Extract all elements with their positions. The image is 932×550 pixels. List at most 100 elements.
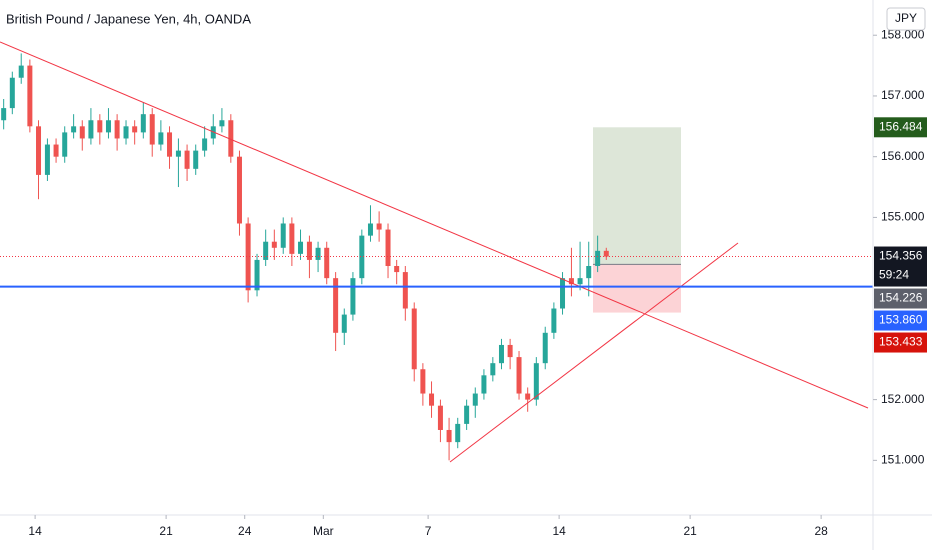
candle-body xyxy=(158,132,164,145)
candle-body xyxy=(254,259,260,291)
candle-body xyxy=(18,65,24,78)
candle-body xyxy=(298,241,304,254)
candle-body xyxy=(367,223,373,236)
candle-body xyxy=(472,393,478,406)
candle-body xyxy=(498,344,504,364)
x-tick-label: 21 xyxy=(159,524,173,538)
candle-body xyxy=(228,120,234,157)
candle-body xyxy=(105,120,111,133)
candle-body xyxy=(411,308,417,370)
candle-body xyxy=(44,144,50,175)
candle-body xyxy=(88,120,94,139)
x-tick-label: 14 xyxy=(552,524,566,538)
candle-body xyxy=(79,126,85,139)
candle-body xyxy=(62,132,68,157)
candle-body xyxy=(53,144,59,157)
candle-body xyxy=(1,108,7,121)
currency-button[interactable] xyxy=(886,7,926,31)
y-tick-label: 157.000 xyxy=(881,88,925,102)
candle-body xyxy=(516,357,522,394)
trendline xyxy=(449,242,739,463)
candle-body xyxy=(446,429,452,443)
axes: 151.000 152.000 155.000 156.000 157.000 158.0… xyxy=(28,27,924,538)
y-tick-label: 158.000 xyxy=(881,27,925,41)
candle-body xyxy=(542,332,548,364)
price-label: 153.860 xyxy=(879,313,923,327)
candle-body xyxy=(568,278,574,285)
x-tick-label: 28 xyxy=(814,524,828,538)
candle-body xyxy=(149,114,155,145)
candle-body xyxy=(71,126,77,133)
candle-body xyxy=(306,241,312,260)
price-label: 154.356 xyxy=(879,249,923,263)
x-tick-label: 24 xyxy=(238,524,252,538)
candle-body xyxy=(525,393,531,400)
countdown-label: 59:24 xyxy=(879,268,909,282)
price-label-box xyxy=(874,117,927,138)
candle-body xyxy=(236,156,242,224)
price-label-box xyxy=(874,332,927,353)
candle-body xyxy=(184,150,190,169)
x-tick-label: 14 xyxy=(28,524,42,538)
candle-body xyxy=(123,126,129,139)
price-label: 153.433 xyxy=(879,335,923,349)
x-tick-label: 7 xyxy=(425,524,432,538)
candle-body xyxy=(533,363,539,400)
price-label-box xyxy=(874,246,927,287)
price-label: 154.226 xyxy=(879,291,923,305)
candle-body xyxy=(140,114,146,133)
candle-body xyxy=(263,241,269,260)
candle-body xyxy=(97,120,103,133)
candle-body xyxy=(394,266,400,273)
candle-body xyxy=(324,247,330,279)
candle-body xyxy=(402,272,408,309)
candle-body xyxy=(315,247,321,260)
y-tick-label: 151.000 xyxy=(881,453,925,467)
candle-body xyxy=(586,266,592,279)
candle-body xyxy=(27,65,33,127)
x-tick-label: 21 xyxy=(683,524,697,538)
candle-body xyxy=(132,126,138,133)
y-tick-label: 155.000 xyxy=(881,210,925,224)
candle-body xyxy=(551,308,557,333)
y-tick-label: 152.000 xyxy=(881,392,925,406)
candle-body xyxy=(481,375,487,394)
loss-zone xyxy=(593,264,681,313)
profit-zone xyxy=(593,127,681,265)
candle-body xyxy=(289,223,295,254)
price-label: 156.484 xyxy=(879,119,923,133)
y-tick-label: 156.000 xyxy=(881,149,925,163)
x-tick-label: Mar xyxy=(313,524,334,538)
candles xyxy=(1,53,609,461)
candle-body xyxy=(420,369,426,394)
candle-body xyxy=(280,223,286,248)
candle-body xyxy=(245,223,251,291)
price-label-box xyxy=(874,310,927,331)
price-label-box xyxy=(874,288,927,309)
candle-body xyxy=(114,120,120,139)
candle-body xyxy=(603,250,609,257)
candle-body xyxy=(385,229,391,267)
candle-body xyxy=(202,138,208,151)
candle-body xyxy=(271,241,277,248)
candle-body xyxy=(219,120,225,127)
candle-body xyxy=(193,150,199,169)
candle-body xyxy=(36,126,42,175)
candle-body xyxy=(429,393,435,406)
candle-body xyxy=(437,405,443,430)
currency-label[interactable]: JPY xyxy=(895,11,917,25)
candle-body xyxy=(464,405,470,424)
candle-body xyxy=(359,235,365,279)
levels xyxy=(0,256,873,288)
candle-body xyxy=(455,423,461,443)
price-labels: 156.484 154.356 59:24 154.226 153.860 153.433 xyxy=(874,117,927,353)
candle-body xyxy=(333,278,339,333)
candle-body xyxy=(490,363,496,376)
candle-body xyxy=(560,278,566,309)
position-boxes xyxy=(593,127,681,313)
candle-body xyxy=(507,344,513,358)
candle-body xyxy=(595,250,601,267)
candle-body xyxy=(350,278,356,315)
